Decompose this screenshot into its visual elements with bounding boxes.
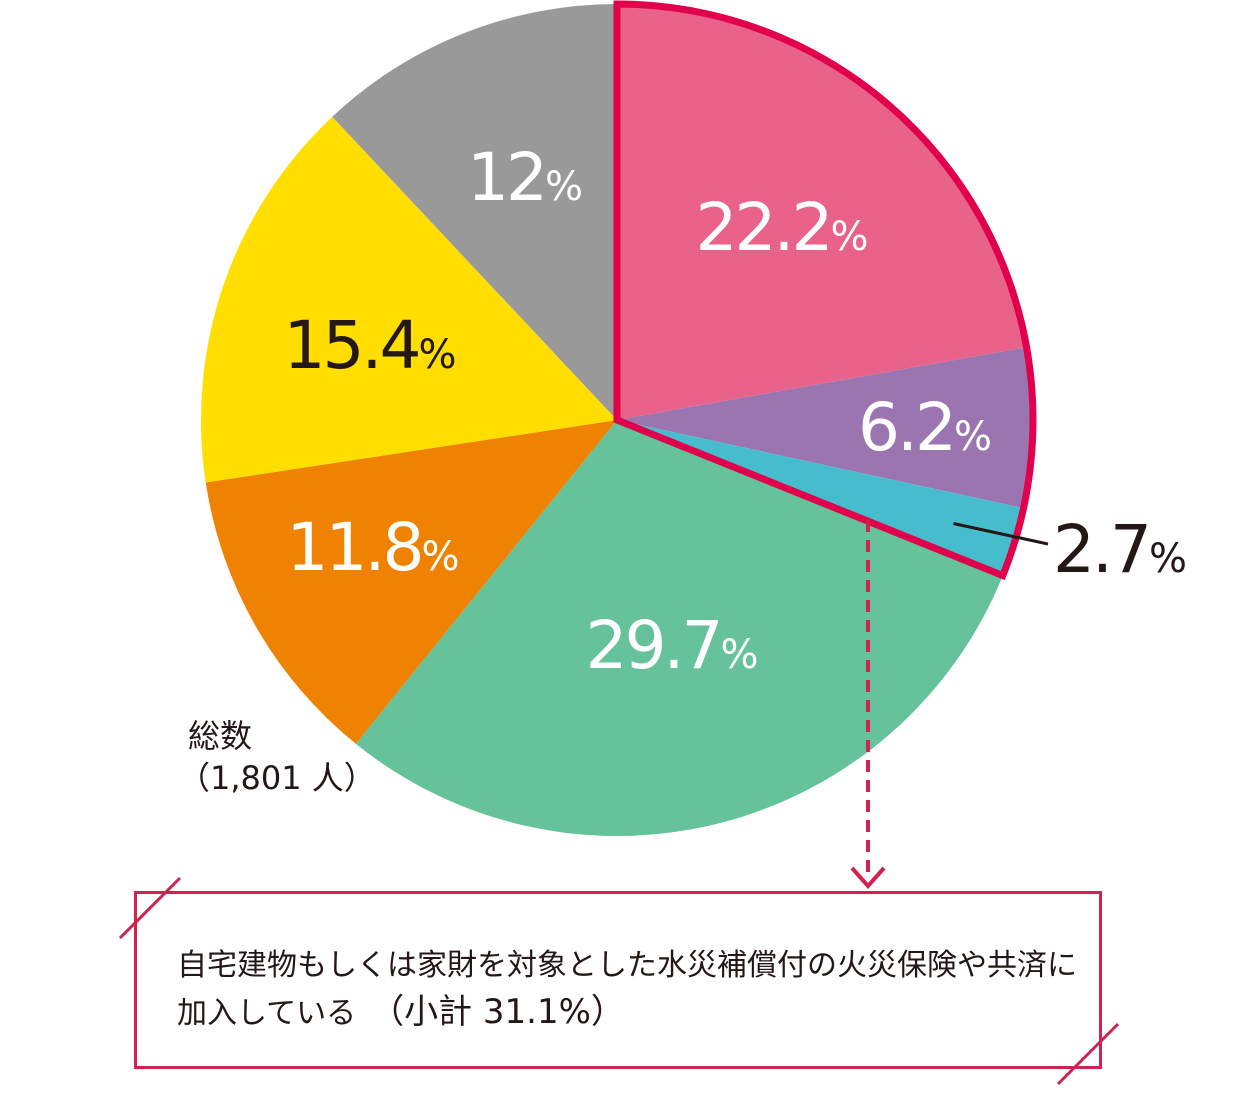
note-text: 自宅建物もしくは家財を対象とした水災補償付の火災保険や共済に加入している （小計 … [177, 942, 1077, 1037]
note-box: 自宅建物もしくは家財を対象とした水災補償付の火災保険や共済に加入している （小計 … [134, 891, 1102, 1069]
pie-slices [201, 4, 1033, 836]
subtotal-pointer [850, 520, 886, 890]
slice-labels: 22.2% 6.2% 2.7% 29.7% 11.8% 15.4% 12% [284, 139, 1187, 684]
slice-label-11-8: 11.8% [287, 509, 460, 586]
pie-slice-11-8 [205, 420, 617, 744]
slice-label-2-7: 2.7% [1053, 511, 1187, 588]
slice-label-22-2: 22.2% [696, 189, 869, 266]
slice-label-12: 12% [467, 139, 583, 216]
pie-slice-6-2 [617, 347, 1033, 509]
pie-slice-15-4 [201, 116, 617, 483]
note-description: 自宅建物もしくは家財を対象とした水災補償付の火災保険や共済に加入している [177, 948, 1077, 1031]
pie-slice-12 [332, 4, 617, 420]
slice-label-15-4: 15.4% [284, 307, 457, 384]
subtotal-arrow-head [850, 866, 886, 890]
note-subtotal: （小計 31.1%） [370, 992, 625, 1032]
highlight-outline [613, 0, 1037, 581]
total-title: 総数 [188, 717, 253, 755]
slice-label-29-7: 29.7% [586, 607, 759, 684]
total-count: （1,801 人） [178, 759, 376, 797]
slice-label-6-2: 6.2% [858, 389, 992, 466]
leader-line-2-7 [953, 522, 1049, 546]
pie-slice-29-7 [355, 420, 1003, 836]
pie-slice-22-2 [617, 4, 1027, 420]
total-label: 総数 （1,801 人） [178, 716, 376, 800]
